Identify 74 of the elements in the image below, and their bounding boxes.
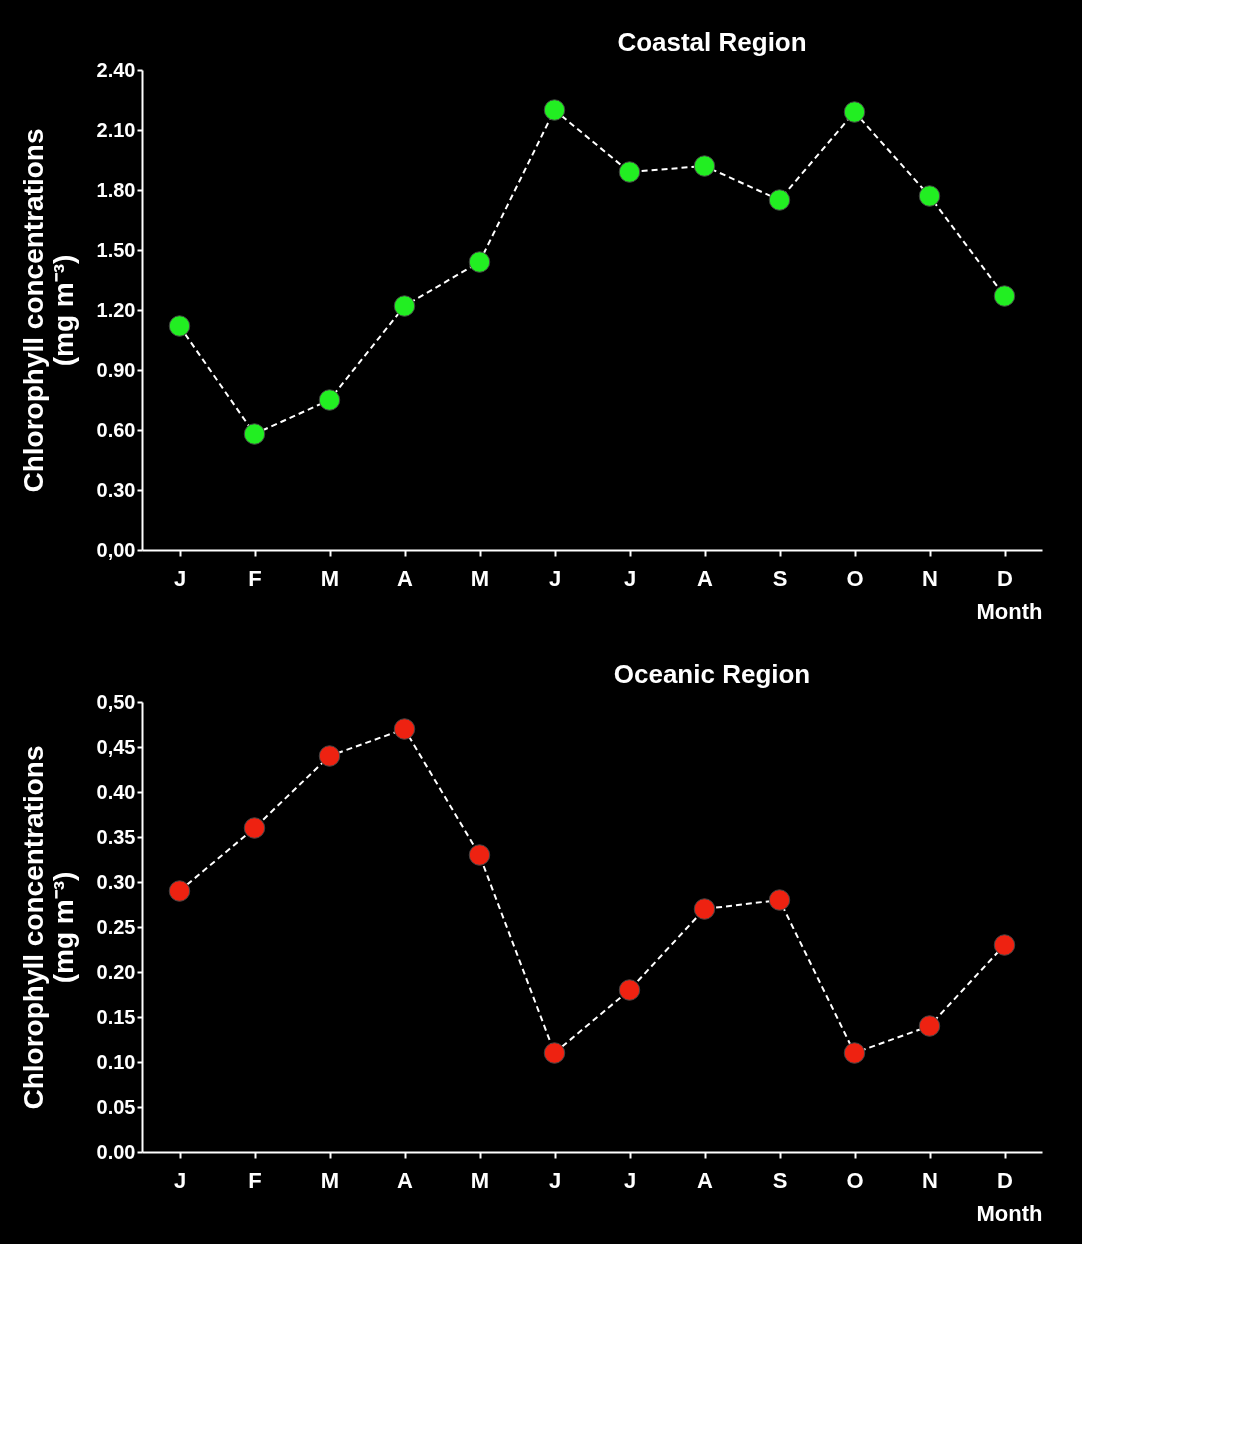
chart-title: Oceanic Region (613, 659, 811, 689)
point (918, 185, 941, 207)
y-tick-label: 1.20 (96, 298, 136, 321)
point (318, 389, 341, 411)
y-tick-label: 0.30 (96, 870, 136, 893)
point (243, 817, 266, 839)
x-tick-label: F (248, 1167, 262, 1193)
point (618, 161, 641, 183)
x-tick-label: J (173, 565, 187, 591)
x-tick-label: F (248, 565, 262, 591)
y-axis-title: Chlorophyll concentrations (mg m⁻³) (17, 128, 79, 493)
x-axis-title: Month (976, 598, 1043, 624)
y-tick-label: 0.30 (96, 478, 136, 501)
x-tick-label: J (623, 565, 637, 591)
x-tick-label: O (846, 565, 864, 591)
point (993, 934, 1016, 956)
point (168, 880, 191, 902)
x-tick-label: J (623, 1167, 637, 1193)
y-axis-title: Chlorophyll concentrations (mg m⁻³) (17, 745, 79, 1110)
point (543, 99, 566, 121)
y-tick-label: 0.10 (96, 1050, 136, 1073)
x-tick-label: N (922, 565, 938, 591)
y-tick-label: 1.80 (96, 178, 136, 201)
y-tick-label: 0,50 (96, 690, 136, 713)
point (768, 889, 791, 911)
point (618, 979, 641, 1001)
y-tick-label: 0,45 (96, 735, 136, 758)
x-tick-label: M (320, 1167, 340, 1193)
x-tick-label: M (320, 565, 340, 591)
point (693, 155, 716, 177)
point (693, 898, 716, 920)
point (468, 251, 491, 273)
point (843, 101, 866, 123)
x-tick-label: O (846, 1167, 864, 1193)
x-tick-label: M (470, 565, 490, 591)
point (393, 718, 416, 740)
x-tick-label: A (697, 1167, 714, 1193)
y-tick-label: 0.05 (96, 1095, 136, 1118)
point (468, 844, 491, 866)
x-tick-label: A (397, 565, 414, 591)
point (168, 315, 191, 337)
x-tick-label: S (772, 1167, 788, 1193)
x-tick-label: D (997, 565, 1013, 591)
x-tick-label: A (397, 1167, 414, 1193)
x-tick-label: M (470, 1167, 490, 1193)
y-tick-label: 0.60 (96, 418, 136, 441)
y-tick-label: 0.15 (96, 1005, 136, 1028)
point (243, 423, 266, 445)
y-tick-label: 2.10 (96, 118, 136, 141)
point (318, 745, 341, 767)
point (843, 1042, 866, 1064)
x-tick-label: S (772, 565, 788, 591)
y-tick-label: 0.00 (96, 1140, 136, 1163)
y-tick-label: 0.20 (96, 960, 136, 983)
y-tick-label: 0.25 (96, 915, 136, 938)
y-tick-label: 1.50 (96, 238, 136, 261)
y-tick-label: 0.90 (96, 358, 136, 381)
y-tick-label: 2.40 (96, 58, 136, 81)
x-tick-label: N (922, 1167, 938, 1193)
x-tick-label: J (548, 1167, 562, 1193)
x-tick-label: D (997, 1167, 1013, 1193)
point (393, 295, 416, 317)
y-tick-label: 0,00 (96, 538, 136, 561)
point (918, 1015, 941, 1037)
x-axis-title: Month (976, 1200, 1043, 1226)
x-tick-label: J (173, 1167, 187, 1193)
x-tick-label: A (697, 565, 714, 591)
point (543, 1042, 566, 1064)
point (993, 285, 1016, 307)
y-tick-label: 0.40 (96, 780, 136, 803)
y-tick-label: 0.35 (96, 825, 136, 848)
x-tick-label: J (548, 565, 562, 591)
chart-title: Coastal Region (617, 27, 807, 57)
point (768, 189, 791, 211)
